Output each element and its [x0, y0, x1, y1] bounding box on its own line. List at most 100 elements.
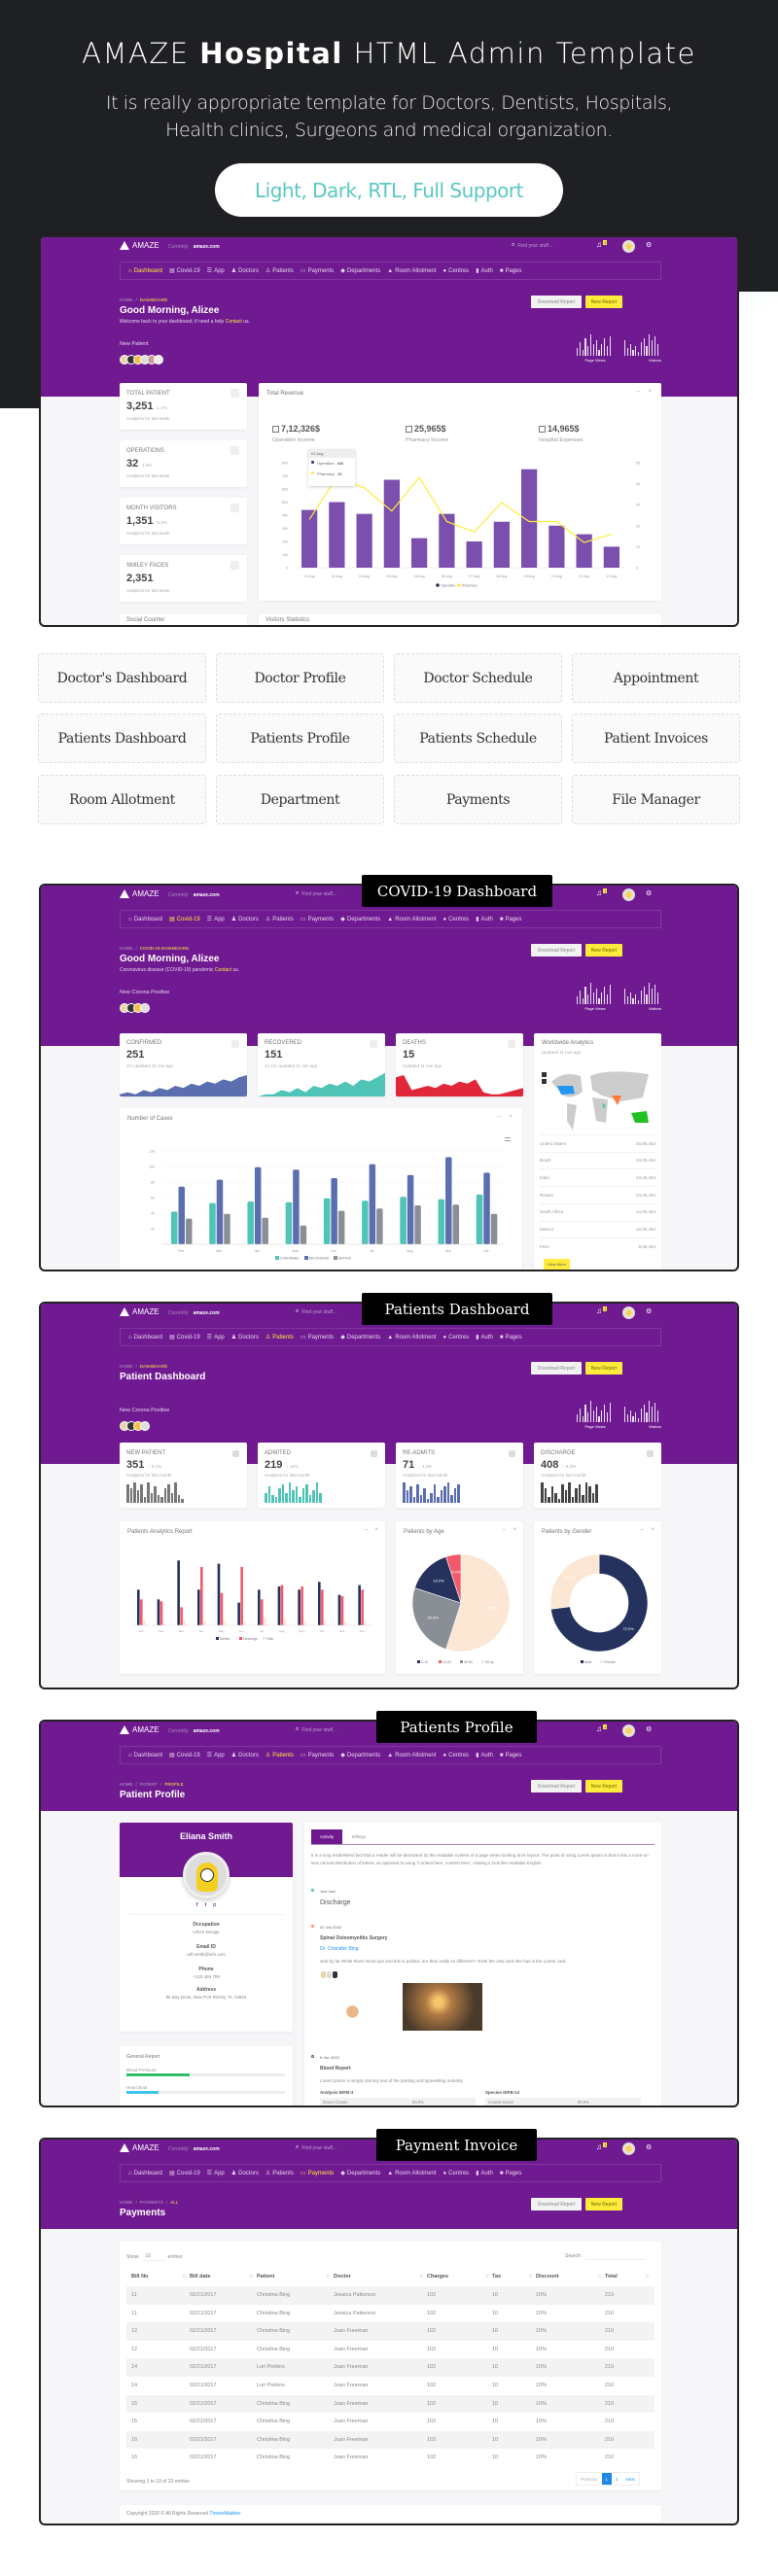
column-header-charges[interactable]: Charges: [427, 2274, 449, 2280]
page-link-room-allotment[interactable]: Room Allotment: [38, 775, 206, 824]
nav-item-centres[interactable]: ● Centres: [443, 1753, 470, 1758]
page-link-doctor-profile[interactable]: Doctor Profile: [216, 653, 384, 703]
nav-item-pages[interactable]: ■ Pages: [500, 268, 522, 274]
page-link-doctor-s-dashboard[interactable]: Doctor's Dashboard: [38, 653, 206, 703]
sort-icon[interactable]: ⇅: [182, 2274, 187, 2280]
breadcrumb-item[interactable]: HOME: [120, 946, 133, 951]
table-row[interactable]: [126, 2377, 654, 2395]
logo[interactable]: AMAZE: [120, 241, 159, 250]
view-more-button[interactable]: View More: [544, 1259, 570, 1270]
search-input[interactable]: Find your stuff...: [301, 1308, 337, 1315]
new-report-button[interactable]: New Report: [585, 2198, 622, 2210]
new-report-button[interactable]: New Report: [585, 1362, 622, 1375]
nav-item-doctors[interactable]: ♟ Doctors: [231, 1752, 259, 1759]
nav-item-centres[interactable]: ● Centres: [443, 268, 470, 274]
notifications[interactable]: ♫ 1: [596, 1306, 608, 1315]
sort-icon[interactable]: ⇅: [597, 2274, 602, 2280]
nav-item-payments[interactable]: ▭ Payments: [301, 1334, 334, 1341]
bell-icon[interactable]: ♫: [596, 1306, 602, 1315]
nav-item-app[interactable]: ☰ App: [207, 267, 225, 275]
nav-item-payments[interactable]: ▭ Payments: [301, 916, 334, 923]
page-link-doctor-schedule[interactable]: Doctor Schedule: [394, 653, 562, 703]
bell-icon[interactable]: ♫: [596, 888, 602, 897]
avatar[interactable]: [622, 1724, 635, 1737]
minimize-icon[interactable]: –: [640, 1527, 644, 1533]
logo[interactable]: AMAZE: [120, 2143, 159, 2152]
contact-link[interactable]: Contact: [225, 319, 242, 325]
nav-item-auth[interactable]: ▮ Auth: [476, 2170, 493, 2177]
bell-icon[interactable]: ♫: [596, 240, 602, 249]
minimize-icon[interactable]: –: [636, 389, 640, 395]
download-report-button[interactable]: Download Report: [531, 1780, 582, 1793]
avatar[interactable]: [622, 2142, 635, 2155]
sort-icon[interactable]: ⇅: [419, 2274, 424, 2280]
nav-item-doctors[interactable]: ♟ Doctors: [231, 2170, 259, 2177]
column-header-bill-date[interactable]: Bill date: [190, 2274, 211, 2280]
page-link-patients-schedule[interactable]: Patients Schedule: [394, 714, 562, 763]
map-zoom-in[interactable]: [542, 1072, 547, 1077]
column-header-bill-no[interactable]: Bill No: [131, 2274, 149, 2280]
search-box[interactable]: ⌕ Find your stuff...: [296, 1726, 336, 1733]
logo[interactable]: AMAZE: [120, 889, 159, 898]
nav-item-patients[interactable]: ♙ Patients: [265, 916, 294, 923]
table-row[interactable]: [126, 2430, 654, 2450]
copyright-link[interactable]: ThemeMakker: [209, 2511, 241, 2517]
instagram-icon[interactable]: ◘: [213, 1902, 217, 1908]
breadcrumb-item[interactable]: HOME: [120, 1364, 133, 1369]
nav-item-covid-19[interactable]: ▤ Covid-19: [169, 1752, 200, 1759]
table-search-input[interactable]: [585, 2251, 647, 2260]
nav-item-doctors[interactable]: ♟ Doctors: [231, 1334, 259, 1341]
page-next[interactable]: Next: [625, 2476, 635, 2482]
nav-item-room-allotment[interactable]: ▲ Room Allotment: [387, 1753, 436, 1758]
nav-item-centres[interactable]: ● Centres: [443, 2171, 470, 2176]
current-domain[interactable]: amaze.com: [193, 2146, 220, 2152]
nav-item-payments[interactable]: ▭ Payments: [301, 267, 334, 275]
breadcrumb-item[interactable]: HOME: [120, 1782, 133, 1787]
minimize-icon[interactable]: –: [502, 1527, 506, 1533]
nav-item-dashboard[interactable]: ⌂ Dashboard: [128, 1753, 162, 1758]
patient-avatar[interactable]: [140, 1421, 150, 1431]
new-report-button[interactable]: New Report: [585, 296, 622, 308]
nav-item-pages[interactable]: ■ Pages: [500, 2171, 522, 2176]
table-row[interactable]: [126, 2449, 654, 2467]
notifications[interactable]: ♫ 1: [596, 240, 608, 249]
patient-avatar[interactable]: [140, 1003, 150, 1013]
sort-icon[interactable]: ⇅: [484, 2274, 489, 2280]
nav-item-doctors[interactable]: ♟ Doctors: [231, 916, 259, 923]
breadcrumb-item[interactable]: HOME: [120, 297, 133, 302]
current-domain[interactable]: amaze.com: [193, 1728, 220, 1734]
nav-item-centres[interactable]: ● Centres: [443, 917, 470, 922]
page-link-file-manager[interactable]: File Manager: [572, 775, 740, 824]
nav-item-dashboard[interactable]: ⌂ Dashboard: [128, 268, 162, 274]
nav-item-auth[interactable]: ▮ Auth: [476, 916, 493, 923]
settings-icon[interactable]: ⚙: [646, 1308, 653, 1315]
column-header-total[interactable]: Total: [605, 2274, 618, 2280]
nav-item-doctors[interactable]: ♟ Doctors: [231, 267, 259, 275]
nav-item-departments[interactable]: ◆ Departments: [340, 2170, 380, 2177]
feature-pill[interactable]: Light, Dark, RTL, Full Support: [215, 163, 563, 217]
page-1[interactable]: 1: [601, 2473, 613, 2485]
nav-item-covid-19[interactable]: ▤ Covid-19: [169, 916, 200, 923]
settings-icon[interactable]: ⚙: [646, 890, 653, 897]
table-row[interactable]: [126, 2358, 654, 2377]
nav-item-payments[interactable]: ▭ Payments: [301, 2170, 334, 2177]
download-report-button[interactable]: Download Report: [531, 2198, 582, 2210]
table-row[interactable]: [126, 2340, 654, 2359]
nav-item-auth[interactable]: ▮ Auth: [476, 1334, 493, 1341]
close-icon[interactable]: ×: [509, 1114, 513, 1120]
table-row[interactable]: [126, 2322, 654, 2341]
settings-icon[interactable]: ⚙: [646, 242, 653, 249]
nav-item-dashboard[interactable]: ⌂ Dashboard: [128, 2171, 162, 2176]
download-report-button[interactable]: Download Report: [531, 944, 582, 957]
table-row[interactable]: [126, 2304, 654, 2323]
twitter-icon[interactable]: t: [204, 1902, 207, 1908]
avatar[interactable]: [622, 240, 635, 253]
close-icon[interactable]: ×: [513, 1527, 516, 1533]
nav-item-room-allotment[interactable]: ▲ Room Allotment: [387, 2171, 436, 2176]
nav-item-dashboard[interactable]: ⌂ Dashboard: [128, 1335, 162, 1340]
nav-item-departments[interactable]: ◆ Departments: [340, 1334, 380, 1341]
notifications[interactable]: ♫ 1: [596, 888, 608, 897]
page-link-payments[interactable]: Payments: [394, 775, 562, 824]
current-domain[interactable]: amaze.com: [193, 1310, 220, 1316]
search-box[interactable]: ⌕ Find your stuff...: [296, 1308, 336, 1315]
